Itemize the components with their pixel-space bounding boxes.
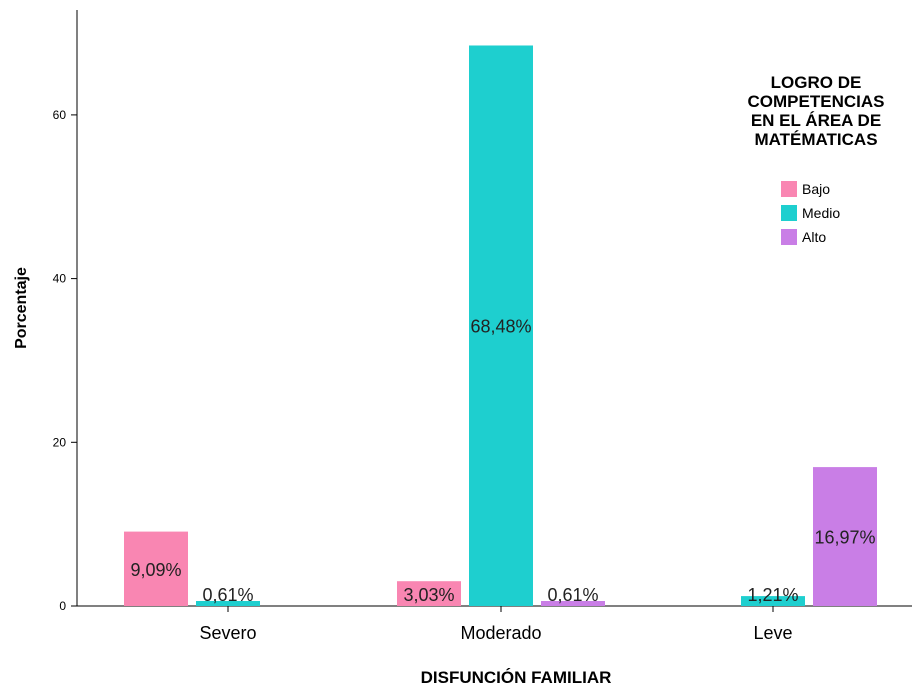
y-axis-title: Porcentaje <box>13 267 30 349</box>
y-tick-label: 60 <box>53 108 67 122</box>
bar-labels: 9,09% 3,03% 0,61% 68,48% 1,21% 0,61% 16,97% <box>130 317 875 605</box>
legend-title-line: MATÉMATICAS <box>754 130 877 149</box>
data-label: 68,48% <box>470 317 531 337</box>
y-ticks: 0 20 40 60 <box>53 108 77 613</box>
data-label: 0,61% <box>547 585 598 605</box>
legend-label-alto: Alto <box>802 229 826 245</box>
legend-swatch-medio <box>781 205 797 221</box>
x-ticks: Severo Moderado Leve <box>199 606 793 643</box>
y-tick-label: 0 <box>59 599 66 613</box>
data-label: 16,97% <box>814 528 875 548</box>
x-tick-label: Moderado <box>460 623 541 643</box>
y-tick-label: 20 <box>53 435 67 449</box>
x-tick-label: Leve <box>753 623 792 643</box>
bar-medio-leve <box>741 596 805 606</box>
data-label: 9,09% <box>130 560 181 580</box>
legend-title-line: EN EL ÁREA DE <box>751 111 881 130</box>
legend-swatch-bajo <box>781 181 797 197</box>
legend-label-medio: Medio <box>802 205 840 221</box>
bars <box>124 45 877 606</box>
bar-bajo-moderado <box>397 581 461 606</box>
data-label: 1,21% <box>747 585 798 605</box>
legend-swatch-alto <box>781 229 797 245</box>
legend-title-line: LOGRO DE <box>771 73 862 92</box>
data-label: 3,03% <box>403 585 454 605</box>
bar-alto-moderado <box>541 601 605 606</box>
bar-medio-severo <box>196 601 260 606</box>
bar-medio-moderado <box>469 45 533 606</box>
x-tick-label: Severo <box>199 623 256 643</box>
data-label: 0,61% <box>202 585 253 605</box>
legend-title-line: COMPETENCIAS <box>748 92 885 111</box>
x-axis-title: DISFUNCIÓN FAMILIAR <box>421 668 612 686</box>
legend-items: Bajo Medio Alto <box>781 181 840 245</box>
bar-alto-leve <box>813 467 877 606</box>
bar-bajo-severo <box>124 531 188 606</box>
y-tick-label: 40 <box>53 272 67 286</box>
legend-label-bajo: Bajo <box>802 181 830 197</box>
